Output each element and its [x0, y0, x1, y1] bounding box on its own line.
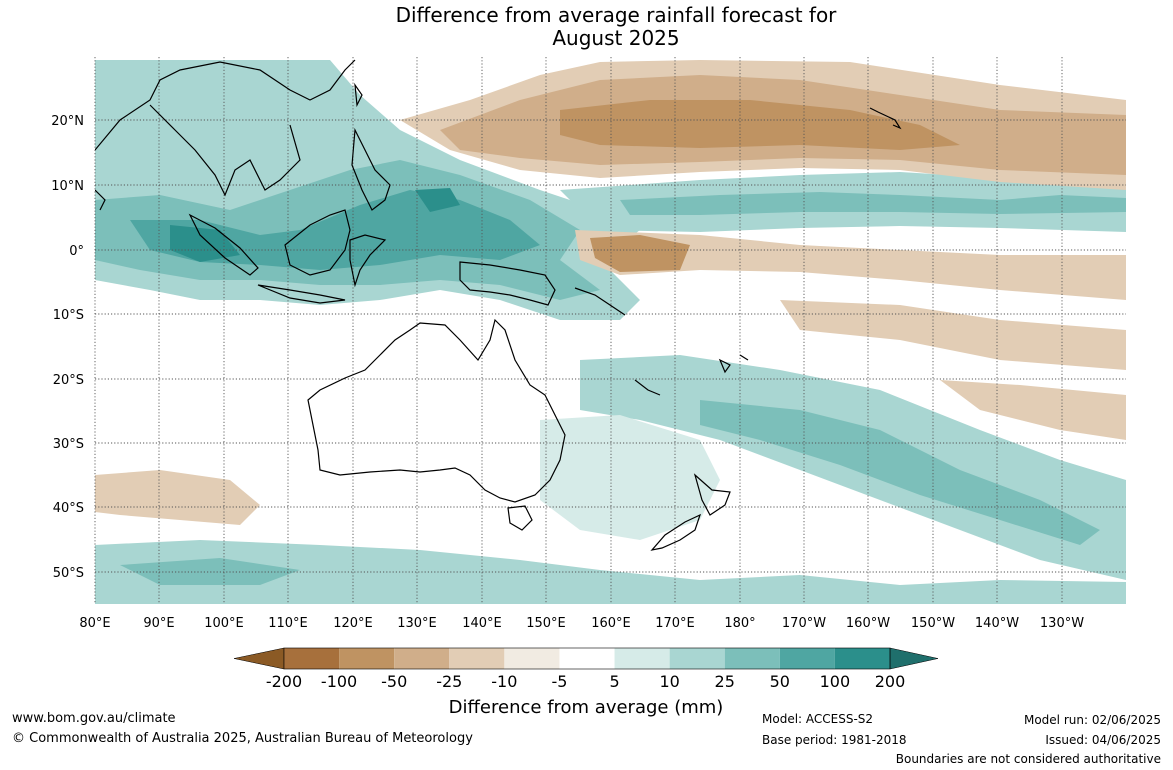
colorbar-bin	[834, 648, 890, 669]
colorbar-bin	[614, 648, 670, 669]
longitude-label: 130°W	[1040, 616, 1084, 631]
model-run: Model run: 02/06/2025	[1023, 713, 1161, 727]
longitude-label: 170°E	[655, 616, 695, 631]
coastline-philippines	[351, 127, 391, 211]
anomaly-region-north-pacific-dry-strong	[560, 100, 960, 150]
longitude-label: 140°W	[975, 616, 1019, 631]
colorbar-frame	[283, 647, 891, 670]
longitude-label: 140°E	[462, 616, 502, 631]
colorbar-tick-label: 50	[770, 672, 790, 691]
issued-date: Issued: 04/06/2025	[1045, 733, 1161, 747]
longitude-label: 150°E	[526, 616, 566, 631]
latitude-label: 20°N	[51, 114, 84, 129]
coastline-india-tip	[95, 189, 106, 211]
colorbar-tick-label: -50	[381, 672, 407, 691]
anomaly-region-equatorial-dry	[575, 230, 1126, 300]
colorbar-tick-label: 10	[659, 672, 679, 691]
coastline-java	[257, 284, 346, 304]
coastline-solomons	[574, 287, 626, 316]
coastline-new-guinea	[459, 261, 556, 306]
coastline-new-zealand-north	[693, 473, 731, 516]
colorbar-tick-label: 200	[875, 672, 906, 691]
title-line-2: August 2025	[552, 26, 680, 50]
graticule	[94, 57, 1126, 604]
latitude-label: 40°S	[53, 501, 84, 516]
coastline-australia	[307, 318, 566, 503]
longitude-label: 130°E	[397, 616, 437, 631]
longitude-label: 160°W	[846, 616, 890, 631]
colorbar-bin	[559, 648, 615, 669]
longitude-label: 110°E	[268, 616, 308, 631]
colorbar-tick-label: -10	[491, 672, 517, 691]
map-field	[95, 57, 1126, 604]
colorbar-bin	[449, 648, 505, 669]
colorbar-bin	[779, 648, 835, 669]
colorbar-tick-label: -200	[266, 672, 302, 691]
boundaries-note: Boundaries are not considered authoritat…	[895, 752, 1161, 766]
anomaly-region-equatorial-dry-strong	[590, 235, 690, 272]
anomaly-region-itcz-wet-strong	[620, 192, 1126, 215]
colorbar: -200 -100 -50 -25 -10 -5 5 10 25 50 100 200	[233, 647, 939, 691]
latitude-label: 50°S	[53, 566, 84, 581]
coastline-tasmania	[507, 505, 533, 531]
coastline-sumatra	[188, 213, 259, 276]
coastline-asia-mainland	[95, 59, 356, 197]
colorbar-title: Difference from average (mm)	[449, 697, 724, 718]
colorbar-bin	[394, 648, 450, 669]
anomaly-region-pacific-wet-peak	[415, 188, 460, 212]
coastline-new-zealand-south	[650, 513, 702, 551]
colorbar-over-arrow	[889, 647, 939, 670]
coastlines	[95, 59, 902, 551]
coastline-sulawesi	[349, 234, 387, 288]
coastline-hawaii	[869, 107, 902, 130]
colorbar-tick-label: 100	[820, 672, 851, 691]
colorbar-under-arrow	[233, 647, 285, 670]
longitude-labels: 80°E 90°E 100°E 110°E 120°E 130°E 140°E 150°E 16…	[79, 616, 1084, 631]
latitude-label: 10°N	[51, 179, 84, 194]
colorbar-bin	[724, 648, 780, 669]
colorbar-bin	[284, 648, 340, 669]
map-title: Difference from average rainfall forecas…	[0, 4, 1173, 50]
title-line-1: Difference from average rainfall forecas…	[395, 3, 837, 27]
latitude-labels: 20°N 10°N 0° 10°S 20°S 30°S 40°S 50°S	[51, 114, 84, 581]
bom-url[interactable]: www.bom.gov.au/climate	[12, 711, 176, 726]
longitude-label: 80°E	[79, 616, 110, 631]
model-name: Model: ACCESS-S2	[762, 712, 874, 726]
coastline-taiwan	[354, 82, 363, 108]
anomaly-region-sw-pacific-dry	[780, 300, 1126, 370]
colorbar-bin	[504, 648, 560, 669]
coastline-borneo	[284, 209, 351, 276]
anomaly-region-southern-indian-dry	[95, 470, 260, 525]
longitude-label: 180°	[724, 616, 755, 631]
longitude-label: 160°E	[591, 616, 631, 631]
latitude-label: 10°S	[53, 308, 84, 323]
colorbar-tick-label: 25	[715, 672, 735, 691]
copyright: © Commonwealth of Australia 2025, Austra…	[12, 731, 473, 746]
longitude-label: 170°W	[782, 616, 826, 631]
latitude-label: 0°	[69, 244, 84, 259]
colorbar-tick-label: -25	[436, 672, 462, 691]
longitude-label: 100°E	[204, 616, 244, 631]
colorbar-bin	[669, 648, 725, 669]
colorbar-bin	[339, 648, 395, 669]
anomaly-region-south-pacific-wet-strong	[700, 400, 1100, 545]
longitude-label: 150°W	[911, 616, 955, 631]
anomaly-region-east-pacific-dry	[940, 380, 1126, 440]
latitude-label: 30°S	[53, 437, 84, 452]
colorbar-tick-label: -5	[551, 672, 567, 691]
coastline-new-caledonia	[634, 379, 661, 396]
base-period: Base period: 1981-2018	[762, 733, 907, 747]
latitude-label: 20°S	[53, 373, 84, 388]
colorbar-tick-label: 5	[609, 672, 619, 691]
longitude-label: 120°E	[333, 616, 373, 631]
colorbar-tick-label: -100	[321, 672, 357, 691]
coastline-fiji	[718, 354, 749, 374]
anomaly-region-southern-ocean-wet-mid	[120, 558, 300, 585]
longitude-label: 90°E	[143, 616, 174, 631]
